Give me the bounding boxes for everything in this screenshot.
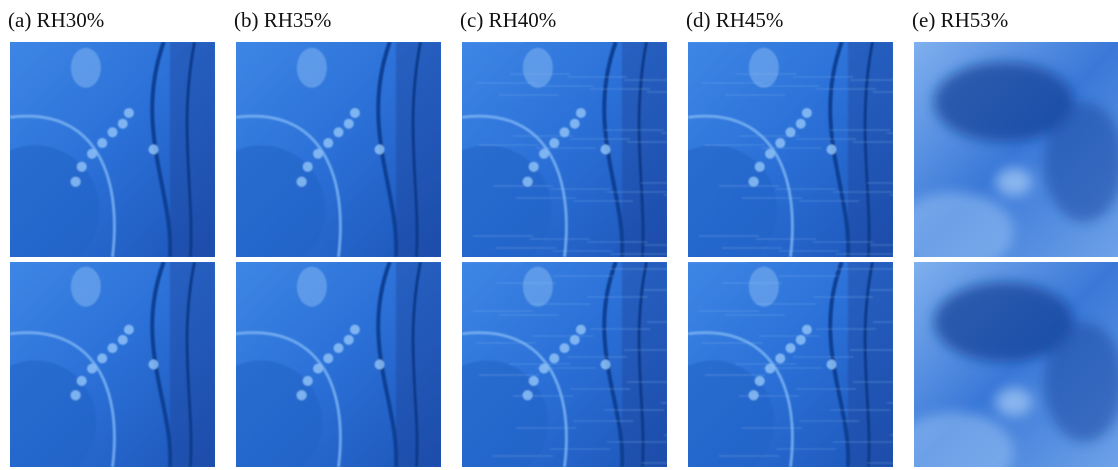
afm-image: [914, 42, 1118, 257]
afm-image: [688, 262, 893, 467]
afm-image: [462, 262, 667, 467]
afm-image: [462, 42, 667, 257]
afm-image: [236, 262, 441, 467]
panel-label: (a) RH30%: [8, 8, 104, 33]
panel-label: (e) RH53%: [912, 8, 1008, 33]
panel-label: (c) RH40%: [460, 8, 556, 33]
figure: (a) RH30% (b) RH35% (c) RH40% (d) RH45% (e) …: [0, 0, 1118, 470]
afm-image: [236, 42, 441, 257]
afm-image: [914, 262, 1118, 467]
afm-image: [10, 42, 215, 257]
panel-label: (b) RH35%: [234, 8, 331, 33]
afm-image: [688, 42, 893, 257]
afm-image: [10, 262, 215, 467]
panel-label: (d) RH45%: [686, 8, 783, 33]
